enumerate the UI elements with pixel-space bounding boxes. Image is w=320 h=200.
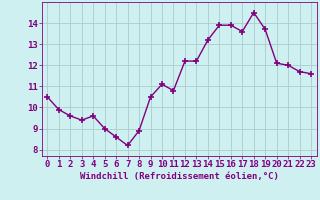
X-axis label: Windchill (Refroidissement éolien,°C): Windchill (Refroidissement éolien,°C)	[80, 172, 279, 181]
